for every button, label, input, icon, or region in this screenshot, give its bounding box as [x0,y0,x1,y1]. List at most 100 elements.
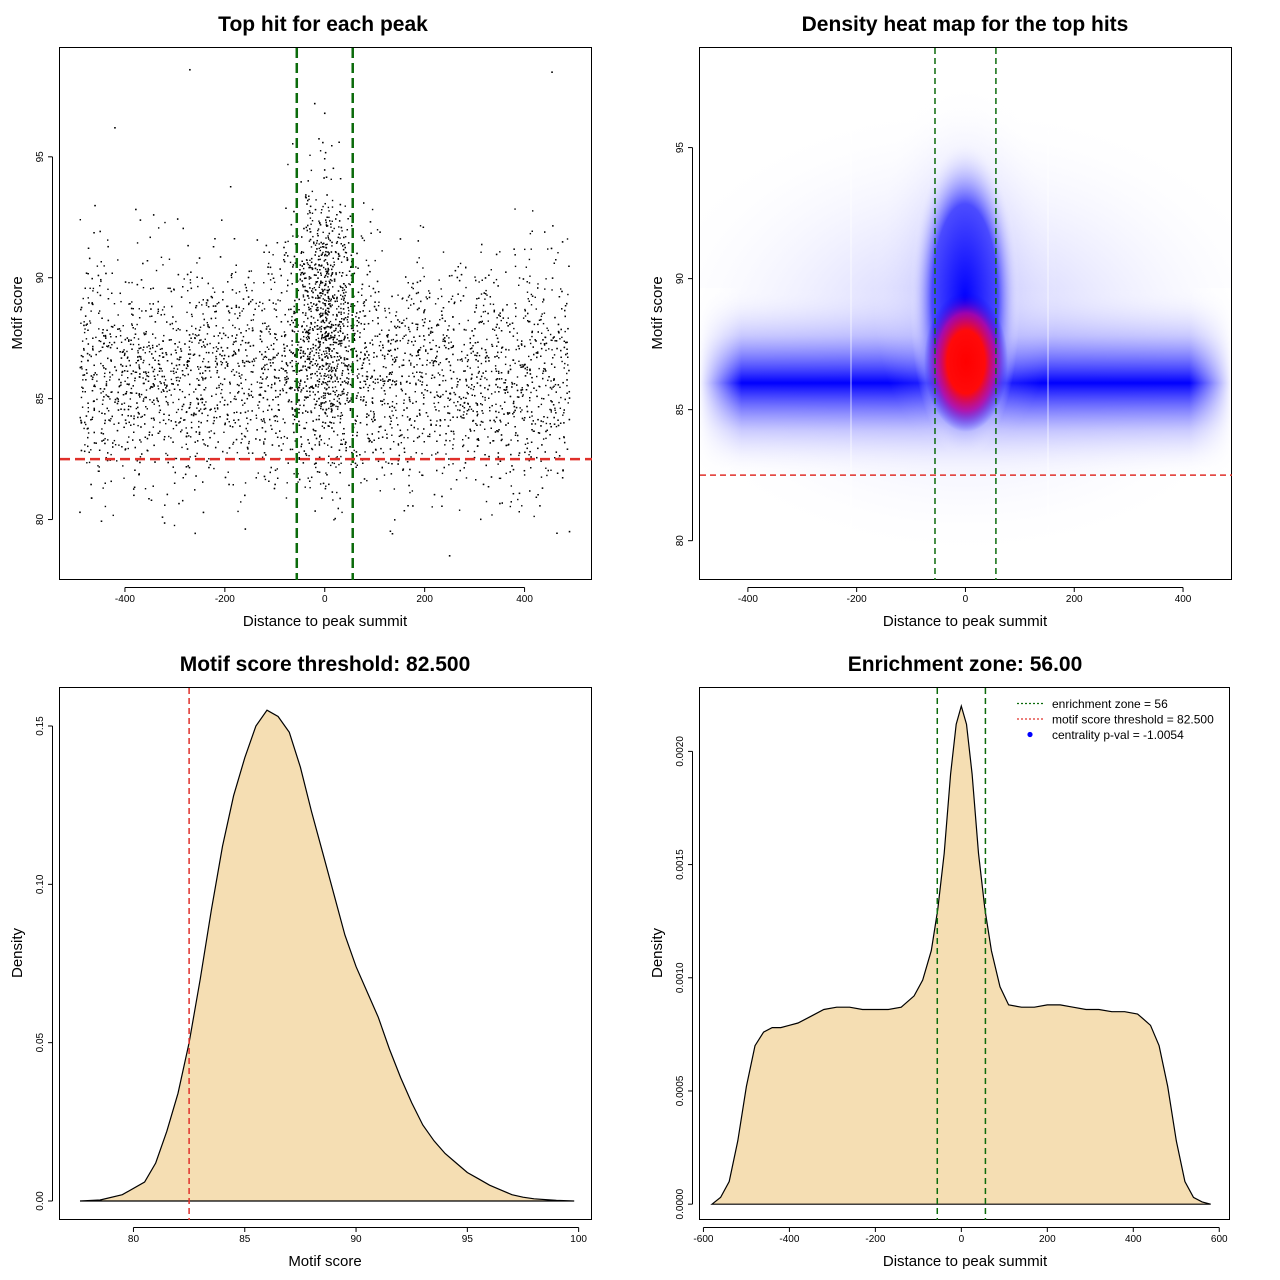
scatter-point [190,369,192,372]
scatter-point [332,369,334,372]
scatter-point [219,382,222,385]
scatter-point [561,241,564,243]
scatter-point [512,413,514,415]
scatter-point [104,334,107,337]
scatter-point [499,386,501,389]
scatter-point [292,266,294,268]
scatter-point [314,283,317,285]
scatter-point [238,291,241,293]
scatter-point [291,408,294,410]
scatter-point [318,444,321,446]
scatter-point [141,453,143,455]
scatter-point [568,397,571,399]
scatter-point [226,347,229,349]
scatter-point [383,390,386,392]
scatter-point [276,436,279,439]
scatter-point [331,280,333,282]
scatter-point [350,327,353,330]
scatter-point [97,465,99,467]
scatter-point [202,372,204,374]
scatter-point [534,423,537,425]
scatter-point [555,425,558,428]
scatter-point [558,437,561,440]
scatter-point [474,276,476,278]
scatter-point [109,379,111,381]
scatter-point [193,413,195,415]
scatter-point [328,252,330,254]
scatter-point [340,412,343,414]
scatter-point [552,225,554,227]
scatter-point [547,329,549,332]
scatter-point [297,481,299,483]
scatter-point [334,334,336,337]
scatter-point [324,335,327,338]
scatter-point [170,394,172,396]
scatter-point [169,323,171,326]
scatter-point [492,303,495,306]
scatter-point [340,311,342,313]
scatter-point [531,230,533,232]
scatter-point [339,237,341,239]
scatter-point [80,366,83,368]
scatter-point [137,352,139,354]
scatter-point [511,383,514,385]
scatter-point [130,387,133,390]
scatter-point [385,461,387,463]
scatter-point [401,375,403,378]
scatter-point [185,443,187,446]
scatter-point [310,377,312,379]
scatter-point [191,315,193,318]
scatter-point [542,298,545,300]
scatter-point [140,393,143,396]
scatter-point [553,336,555,338]
scatter-point [326,415,328,417]
scatter-point [176,358,179,360]
scatter-point [316,268,319,271]
scatter-point [107,239,109,241]
scatter-point [531,335,533,338]
scatter-point [79,366,82,369]
scatter-point [98,410,100,413]
scatter-point [502,309,504,312]
scatter-point [105,456,107,459]
scatter-point [327,346,329,349]
scatter-point [129,392,132,394]
scatter-point [465,397,467,399]
scatter-point [148,434,150,436]
scatter-point [90,310,92,312]
scatter-point [263,282,265,284]
scatter-point [514,303,516,305]
scatter-point [368,285,370,287]
scatter-point [371,441,373,443]
scatter-point [107,396,110,398]
scatter-point [443,406,446,408]
scatter-point [450,430,452,433]
scatter-point [423,311,425,314]
scatter-point [291,315,293,318]
scatter-point [321,358,324,360]
scatter-point [332,286,334,288]
scatter-point [321,383,323,385]
scatter-point [562,469,564,471]
scatter-point [423,275,425,278]
scatter-point [220,346,223,349]
scatter-point [338,340,340,342]
scatter-point [550,409,552,411]
scatter-point [83,347,85,350]
scatter-point [306,262,309,264]
scatter-point [98,466,100,468]
scatter-point [453,401,455,404]
scatter-point [319,269,321,271]
scatter-point [281,388,284,390]
scatter-point [208,431,210,433]
scatter-point [564,315,566,318]
scatter-point [208,351,210,354]
scatter-point [371,320,374,322]
scatter-point [116,402,119,405]
scatter-point [102,399,104,401]
scatter-point [198,368,200,370]
scatter-point [434,303,437,305]
scatter-point [336,456,338,458]
scatter-point [162,340,164,342]
scatter-point [110,325,113,328]
